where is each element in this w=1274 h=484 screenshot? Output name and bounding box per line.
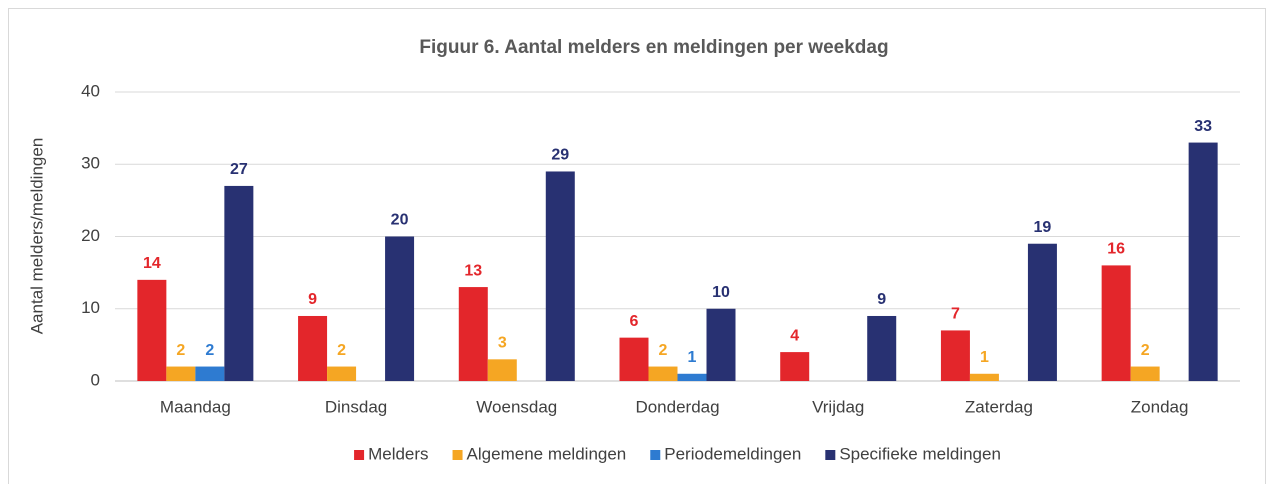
data-label: 2 <box>659 342 668 359</box>
data-label: 19 <box>1034 219 1052 236</box>
bar <box>867 315 897 381</box>
data-label: 2 <box>176 342 185 359</box>
legend-swatch <box>354 450 365 460</box>
bar <box>1027 243 1057 381</box>
bar <box>137 279 167 381</box>
bar <box>648 366 678 381</box>
bar <box>1188 142 1218 381</box>
x-tick-label: Zaterdag <box>965 397 1033 416</box>
bar <box>969 373 999 381</box>
bar <box>940 330 970 381</box>
data-label: 3 <box>498 335 507 352</box>
bar <box>1130 366 1160 381</box>
bar <box>706 308 736 381</box>
x-tick-label: Maandag <box>160 397 231 416</box>
data-label: 2 <box>205 342 214 359</box>
x-tick-label: Donderdag <box>635 397 719 416</box>
bar <box>327 366 357 381</box>
legend-label: Periodemeldingen <box>664 444 801 463</box>
data-label: 2 <box>337 342 346 359</box>
x-tick-label: Zondag <box>1131 397 1189 416</box>
data-label: 10 <box>712 284 730 301</box>
y-tick-label: 20 <box>81 226 100 245</box>
data-label: 4 <box>790 327 799 344</box>
data-label: 27 <box>230 161 248 178</box>
bar <box>385 236 415 381</box>
data-label: 7 <box>951 306 960 323</box>
data-label: 33 <box>1194 118 1212 135</box>
y-tick-label: 0 <box>91 370 100 389</box>
bar <box>780 352 810 381</box>
bar <box>677 373 707 381</box>
y-tick-label: 40 <box>81 81 100 100</box>
data-label: 2 <box>1141 342 1150 359</box>
data-label: 29 <box>551 147 569 164</box>
y-axis-label: Aantal melders/meldingen <box>27 138 46 335</box>
data-label: 20 <box>391 212 409 229</box>
data-label: 9 <box>308 291 317 308</box>
bar <box>545 171 575 381</box>
legend-swatch <box>452 450 463 460</box>
y-tick-label: 30 <box>81 154 100 173</box>
legend-swatch <box>650 450 661 460</box>
bar <box>458 287 488 381</box>
x-tick-label: Woensdag <box>476 397 557 416</box>
data-label: 9 <box>877 291 886 308</box>
x-tick-label: Dinsdag <box>325 397 387 416</box>
legend-label: Specifieke meldingen <box>839 444 1001 463</box>
bar <box>298 315 328 381</box>
bar <box>195 366 225 381</box>
bar <box>166 366 196 381</box>
chart-title: Figuur 6. Aantal melders en meldingen pe… <box>419 37 888 58</box>
legend-label: Algemene meldingen <box>467 444 627 463</box>
data-label: 1 <box>980 349 989 366</box>
bar <box>1101 265 1131 381</box>
data-label: 1 <box>688 349 697 366</box>
data-label: 14 <box>143 255 161 272</box>
bar <box>487 359 517 381</box>
chart-frame <box>8 8 1266 484</box>
y-tick-label: 10 <box>81 298 100 317</box>
data-label: 6 <box>630 313 639 330</box>
bar <box>224 185 254 381</box>
data-label: 16 <box>1107 241 1125 258</box>
data-label: 13 <box>464 262 482 279</box>
legend-swatch <box>825 450 836 460</box>
x-tick-label: Vrijdag <box>812 397 864 416</box>
bar <box>619 337 649 381</box>
legend-label: Melders <box>368 444 428 463</box>
